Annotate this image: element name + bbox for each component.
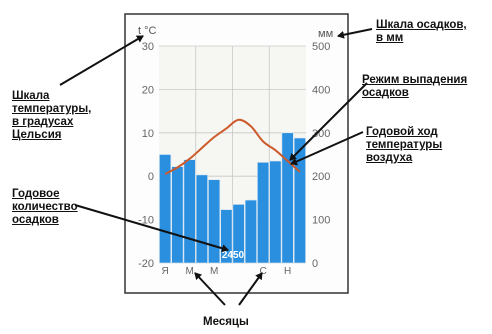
left-tick-label: -20	[138, 258, 154, 270]
precipitation-bars	[159, 132, 306, 264]
precip-bar	[244, 199, 257, 264]
precip-bar	[220, 209, 233, 264]
arrow-temp-course	[290, 131, 364, 166]
annotation-precip-scale: Шкала осадков, в мм	[376, 19, 467, 44]
total-precip-label: 2450	[222, 250, 245, 261]
arrow-precip-scale	[337, 28, 373, 39]
right-tick-label: 0	[312, 258, 318, 270]
right-axis-ticks: 500 400 300 200 100 0	[312, 41, 330, 270]
left-tick-label: 0	[148, 171, 154, 183]
precip-bar	[269, 160, 282, 264]
right-axis-unit: мм	[318, 28, 333, 40]
annotation-precip-regime: Режим выпадения осадков	[362, 74, 468, 99]
precip-bar	[293, 137, 306, 264]
arrow-precip-regime	[289, 82, 368, 161]
annotation-annual-total: Годовое количество осадков	[12, 188, 78, 226]
precip-bar	[183, 159, 196, 264]
annotation-temp-course: Годовой ход температуры воздуха	[366, 126, 443, 164]
month-label: Я	[162, 266, 169, 277]
month-label: Н	[284, 266, 291, 277]
left-axis-unit: t °C	[138, 25, 157, 37]
month-label: М	[185, 266, 193, 277]
right-tick-label: 300	[312, 128, 330, 140]
arrow-months-2	[238, 272, 263, 306]
precip-bar	[257, 162, 270, 264]
left-tick-label: 30	[142, 41, 154, 53]
precip-bar	[232, 204, 245, 264]
annotation-temp-scale: Шкала температуры, в градусах Цельсия	[12, 90, 92, 141]
left-tick-label: -10	[138, 215, 154, 227]
right-tick-label: 100	[312, 215, 330, 227]
arrow-annual-total	[74, 204, 229, 253]
left-tick-label: 20	[142, 84, 154, 96]
right-tick-label: 500	[312, 41, 330, 53]
temperature-line	[164, 118, 301, 175]
precip-bar	[159, 154, 172, 264]
precip-bar	[195, 174, 208, 264]
arrow-temp-scale	[59, 35, 144, 86]
left-axis-ticks: 30 20 10 0 -10 -20	[138, 41, 154, 270]
left-tick-label: 10	[142, 128, 154, 140]
annotation-months: Месяцы	[203, 316, 249, 328]
month-label: М	[210, 266, 218, 277]
precip-bar	[171, 166, 184, 264]
arrow-months-1	[194, 272, 226, 306]
month-label: С	[260, 266, 267, 277]
precip-bar	[281, 132, 294, 264]
right-tick-label: 200	[312, 171, 330, 183]
right-tick-label: 400	[312, 84, 330, 96]
precip-bar	[208, 179, 221, 264]
